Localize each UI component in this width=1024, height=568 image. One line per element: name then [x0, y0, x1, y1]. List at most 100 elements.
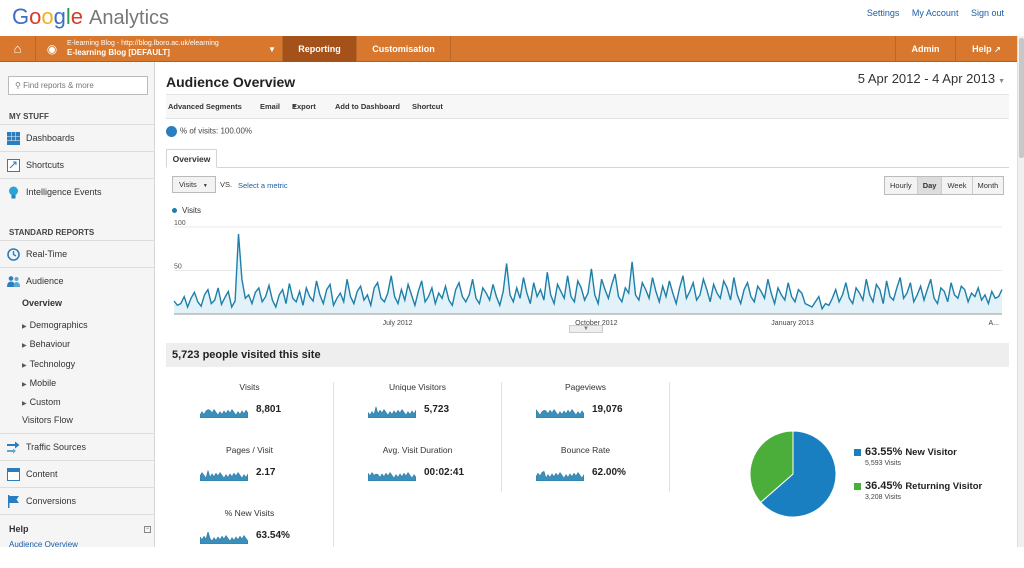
- new-visitor-count: 5,593 Visits: [865, 460, 902, 467]
- product-name: Analytics: [89, 7, 170, 29]
- sidebar-item-real-time[interactable]: Real-Time: [0, 240, 155, 267]
- advanced-segments-button[interactable]: Advanced Segments: [168, 102, 242, 111]
- globe-icon: ◉: [46, 42, 58, 56]
- triangle-right-icon: ▶: [22, 343, 27, 349]
- date-range-picker[interactable]: 5 Apr 2012 - 4 Apr 2013 ▼: [858, 71, 1005, 86]
- sidebar-item-demographics[interactable]: ▶ Demographics: [0, 316, 155, 335]
- tab-admin[interactable]: Admin: [895, 36, 955, 62]
- granularity-week[interactable]: Week: [942, 177, 973, 194]
- tab-help[interactable]: Help ↗: [955, 36, 1017, 62]
- sparkline: [536, 470, 584, 481]
- segment-indicator[interactable]: % of visits: 100.00%: [166, 126, 252, 137]
- visits-chart[interactable]: 100 50 July 2012 October 2012 January 2013 A.…: [156, 217, 1017, 329]
- chart-legend: Visits: [172, 206, 201, 215]
- divider: [669, 382, 670, 492]
- sidebar-item-conversions[interactable]: Conversions: [0, 487, 155, 514]
- sidebar-item-visitors-flow[interactable]: Visitors Flow: [22, 415, 73, 425]
- granularity-month[interactable]: Month: [977, 181, 999, 190]
- add-to-dashboard-button[interactable]: Add to Dashboard: [335, 102, 400, 111]
- metric-tile[interactable]: Avg. Visit Duration 00:02:41: [334, 445, 501, 505]
- visited-headline: 5,723 people visited this site: [166, 343, 1009, 367]
- metric-label: Pages / Visit: [225, 445, 274, 455]
- sidebar-item-label: Intelligence Events: [26, 187, 102, 197]
- collapse-icon[interactable]: −: [144, 526, 151, 533]
- page-title: Audience Overview: [166, 74, 296, 90]
- metric-tile[interactable]: Visits 8,801: [166, 382, 333, 442]
- metric-value: 62.00%: [592, 467, 626, 478]
- pie-slice-returning-visitor[interactable]: [749, 430, 794, 504]
- help-link-audience-overview[interactable]: Audience Overview: [9, 540, 78, 549]
- metric-label: Avg. Visit Duration: [382, 445, 453, 455]
- account-selector[interactable]: E-learning Blog - http://blog.lboro.ac.u…: [67, 39, 267, 57]
- scrollbar-thumb[interactable]: [1019, 38, 1024, 158]
- sidebar-item-audience[interactable]: Audience: [0, 267, 155, 294]
- search-input[interactable]: ⚲ Find reports & more: [8, 76, 148, 95]
- home-icon[interactable]: ⌂: [0, 36, 36, 62]
- sidebar-item-custom[interactable]: ▶ Custom: [0, 393, 155, 412]
- metric-tile[interactable]: Unique Visitors 5,723: [334, 382, 501, 442]
- main-nav: ⌂ ◉ E-learning Blog - http://blog.lboro.…: [0, 36, 1017, 62]
- report-toolbar: Advanced Segments Email Export ▼ Add to …: [166, 94, 1009, 119]
- select-metric-link[interactable]: Select a metric: [238, 181, 288, 190]
- metric-tile[interactable]: Pages / Visit 2.17: [166, 445, 333, 505]
- metric-select[interactable]: Visits ▼: [172, 176, 216, 193]
- sparkline: [200, 408, 248, 418]
- granularity-hourly[interactable]: Hourly: [885, 177, 918, 194]
- account-profile: E-learning Blog [DEFAULT]: [67, 48, 170, 57]
- sign-out-link[interactable]: Sign out: [970, 8, 1004, 18]
- metric-value: 2.17: [256, 467, 276, 478]
- sidebar-item-content[interactable]: Content: [0, 460, 155, 487]
- visits-line: [173, 233, 1003, 311]
- sidebar-item-mobile[interactable]: ▶ Mobile: [0, 374, 155, 393]
- sparkline: [368, 471, 416, 481]
- new-visitor-label: New Visitor: [905, 447, 957, 458]
- visits-area: [174, 234, 1002, 314]
- sidebar-item-label: Demographics: [29, 320, 88, 330]
- my-account-link[interactable]: My Account: [911, 8, 959, 18]
- chevron-down-icon: ▼: [292, 104, 297, 110]
- metric-label: Visits: [239, 382, 260, 392]
- chevron-down-icon: ▼: [202, 183, 208, 189]
- pie-legend-returning: 36.45% Returning Visitor 3,208 Visits: [854, 480, 982, 501]
- email-button[interactable]: Email: [260, 102, 281, 111]
- shortcut-button[interactable]: Shortcut: [412, 102, 443, 111]
- sidebar-item-dashboards[interactable]: Dashboards: [0, 124, 155, 151]
- sidebar-item-intelligence-events[interactable]: Intelligence Events: [0, 178, 155, 205]
- metric-tile[interactable]: Bounce Rate 62.00%: [502, 445, 669, 505]
- metric-value: 8,801: [256, 404, 282, 415]
- tab-customisation[interactable]: Customisation: [356, 36, 451, 62]
- tab-overview[interactable]: Overview: [166, 149, 217, 168]
- legend-swatch: [854, 482, 861, 490]
- metric-value: 19,076: [592, 404, 623, 415]
- granularity-toggle: Hourly Day Week Month: [884, 176, 1005, 195]
- metric-label: Unique Visitors: [388, 382, 446, 392]
- segment-pie-icon: [166, 126, 177, 137]
- x-tick-label: A...: [988, 320, 999, 327]
- visitor-type-pie[interactable]: [748, 429, 838, 519]
- sidebar-item-behaviour[interactable]: ▶ Behaviour: [0, 335, 155, 354]
- metric-tile[interactable]: % New Visits 63.54%: [166, 508, 333, 568]
- settings-link[interactable]: Settings: [866, 8, 900, 18]
- x-tick-label: January 2013: [771, 320, 814, 327]
- page-scrollbar[interactable]: [1017, 36, 1024, 547]
- my-stuff-heading: MY STUFF: [9, 112, 49, 121]
- google-analytics-logo[interactable]: Google Analytics: [12, 4, 170, 29]
- legend-swatch: [854, 448, 861, 456]
- sidebar-item-traffic-sources[interactable]: Traffic Sources: [0, 433, 155, 460]
- sidebar-item-shortcuts[interactable]: Shortcuts: [0, 151, 155, 178]
- chevron-down-icon[interactable]: ▼: [268, 45, 276, 54]
- triangle-right-icon: ▶: [22, 382, 27, 388]
- pie-slice-new-visitor[interactable]: [759, 430, 837, 518]
- metric-select-value: Visits: [179, 180, 197, 189]
- sidebar-item-label: Content: [26, 469, 58, 479]
- top-links: Settings My Account Sign out: [857, 8, 1004, 18]
- account-url: E-learning Blog - http://blog.lboro.ac.u…: [67, 40, 219, 47]
- dashboard-icon: [7, 132, 20, 145]
- metric-label: Pageviews: [564, 382, 607, 392]
- sidebar-item-technology[interactable]: ▶ Technology: [0, 355, 155, 374]
- tab-reporting[interactable]: Reporting: [282, 36, 356, 62]
- metric-tile[interactable]: Pageviews 19,076: [502, 382, 669, 442]
- chart-resize-handle[interactable]: ▼: [569, 325, 603, 333]
- sidebar-item-overview[interactable]: Overview: [22, 298, 63, 308]
- granularity-day[interactable]: Day: [917, 177, 943, 194]
